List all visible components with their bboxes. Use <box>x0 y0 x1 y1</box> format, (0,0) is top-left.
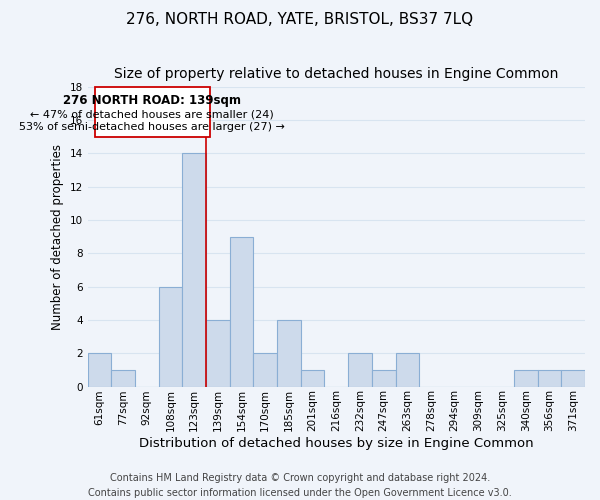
X-axis label: Distribution of detached houses by size in Engine Common: Distribution of detached houses by size … <box>139 437 533 450</box>
Bar <box>277 320 301 386</box>
Text: Contains HM Land Registry data © Crown copyright and database right 2024.
Contai: Contains HM Land Registry data © Crown c… <box>88 472 512 498</box>
Bar <box>95 87 209 137</box>
Bar <box>538 370 562 386</box>
Bar <box>514 370 538 386</box>
Text: 276 NORTH ROAD: 139sqm: 276 NORTH ROAD: 139sqm <box>63 94 241 106</box>
Bar <box>562 370 585 386</box>
Bar <box>253 353 277 386</box>
Bar <box>158 286 182 386</box>
Bar <box>301 370 325 386</box>
Text: 53% of semi-detached houses are larger (27) →: 53% of semi-detached houses are larger (… <box>19 122 285 132</box>
Bar <box>372 370 395 386</box>
Y-axis label: Number of detached properties: Number of detached properties <box>51 144 64 330</box>
Bar <box>230 236 253 386</box>
Text: 276, NORTH ROAD, YATE, BRISTOL, BS37 7LQ: 276, NORTH ROAD, YATE, BRISTOL, BS37 7LQ <box>127 12 473 28</box>
Bar <box>206 320 230 386</box>
Bar <box>395 353 419 386</box>
Bar <box>111 370 135 386</box>
Title: Size of property relative to detached houses in Engine Common: Size of property relative to detached ho… <box>114 68 559 82</box>
Text: ← 47% of detached houses are smaller (24): ← 47% of detached houses are smaller (24… <box>30 110 274 120</box>
Bar <box>348 353 372 386</box>
Bar <box>182 154 206 386</box>
Bar <box>88 353 111 386</box>
